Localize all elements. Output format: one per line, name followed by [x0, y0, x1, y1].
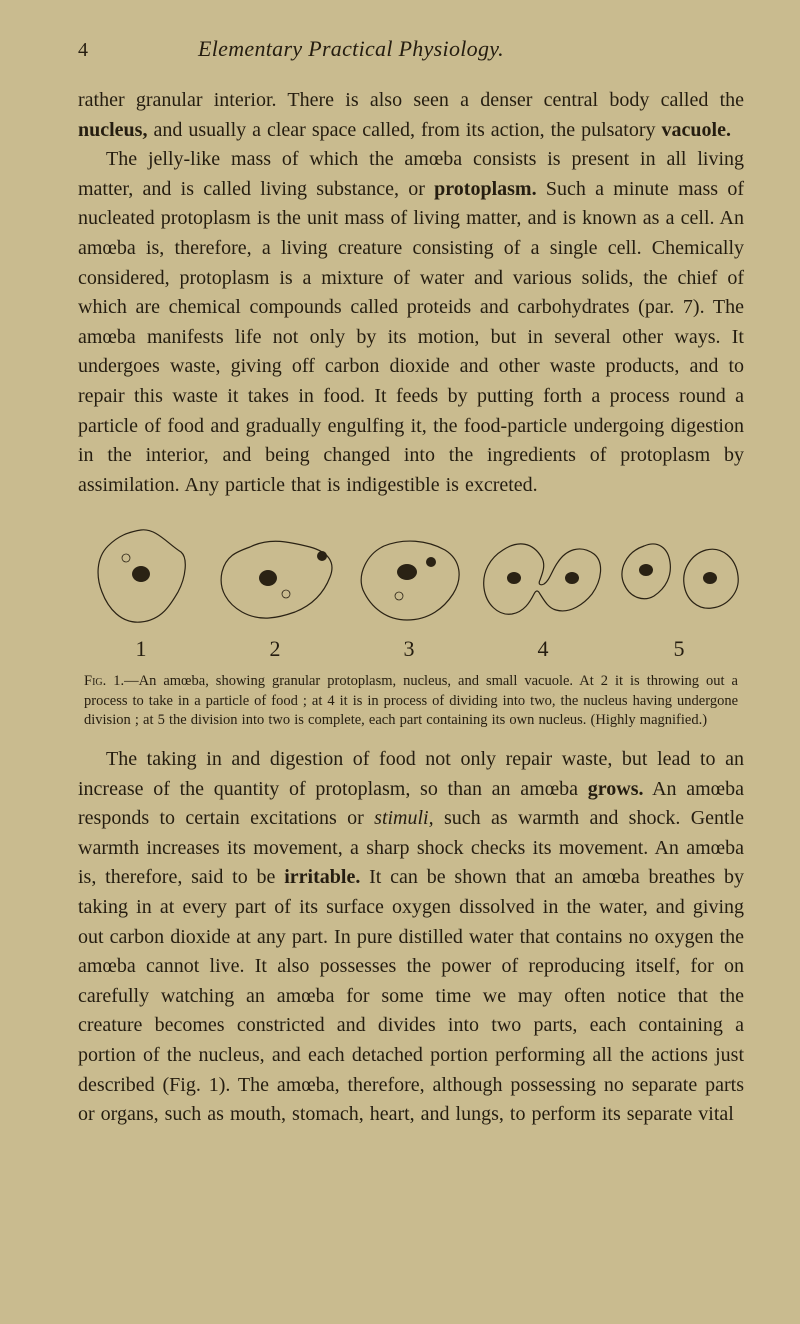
- amoeba-5: 5: [614, 532, 744, 662]
- header: 4 Elementary Practical Physiology.: [78, 36, 744, 62]
- page-number: 4: [78, 39, 198, 62]
- term-irritable: irritable.: [284, 866, 360, 888]
- term-grows: grows.: [588, 778, 644, 800]
- amoeba-icon: [614, 532, 744, 632]
- body-text-2: The taking in and digestion of food not …: [78, 745, 744, 1130]
- paragraph-1: rather granular interior. There is also …: [78, 86, 744, 145]
- amoeba-icon: [478, 532, 608, 632]
- paragraph-2: The jelly-like mass of which the amœba c…: [78, 145, 744, 500]
- text: rather granular interior. There is also …: [78, 89, 744, 111]
- caption-text: —An amœba, showing granular protoplasm, …: [84, 673, 738, 728]
- figure-1: 1 2 3: [78, 522, 744, 731]
- amoeba-3: 3: [346, 532, 472, 662]
- paragraph-3: The taking in and digestion of food not …: [78, 745, 744, 1130]
- fig-number-2: 2: [270, 636, 281, 662]
- term-vacuole: vacuole.: [662, 119, 731, 141]
- page: 4 Elementary Practical Physiology. rathe…: [0, 0, 800, 1170]
- caption-lead: Fig. 1.: [84, 673, 124, 689]
- term-nucleus: nucleus,: [78, 119, 147, 141]
- amoeba-2: 2: [210, 532, 340, 662]
- amoeba-row: 1 2 3: [78, 522, 744, 662]
- text: and usually a clear space called, from i…: [147, 119, 661, 141]
- amoeba-icon: [86, 522, 196, 632]
- term-protoplasm: protoplasm.: [434, 178, 536, 200]
- term-stimuli: stimuli,: [374, 807, 433, 829]
- text: It can be shown that an amœba breathes b…: [78, 866, 744, 1125]
- fig-number-5: 5: [674, 636, 685, 662]
- amoeba-4: 4: [478, 532, 608, 662]
- body-text: rather granular interior. There is also …: [78, 86, 744, 500]
- amoeba-1: 1: [78, 522, 204, 662]
- amoeba-icon: [210, 532, 340, 632]
- fig-number-1: 1: [136, 636, 147, 662]
- text: Such a minute mass of nucleated protopla…: [78, 178, 744, 496]
- fig-number-4: 4: [538, 636, 549, 662]
- fig-number-3: 3: [404, 636, 415, 662]
- running-title: Elementary Practical Physiology.: [198, 36, 504, 62]
- amoeba-icon: [349, 532, 469, 632]
- figure-caption: Fig. 1.—An amœba, showing granular proto…: [78, 672, 744, 731]
